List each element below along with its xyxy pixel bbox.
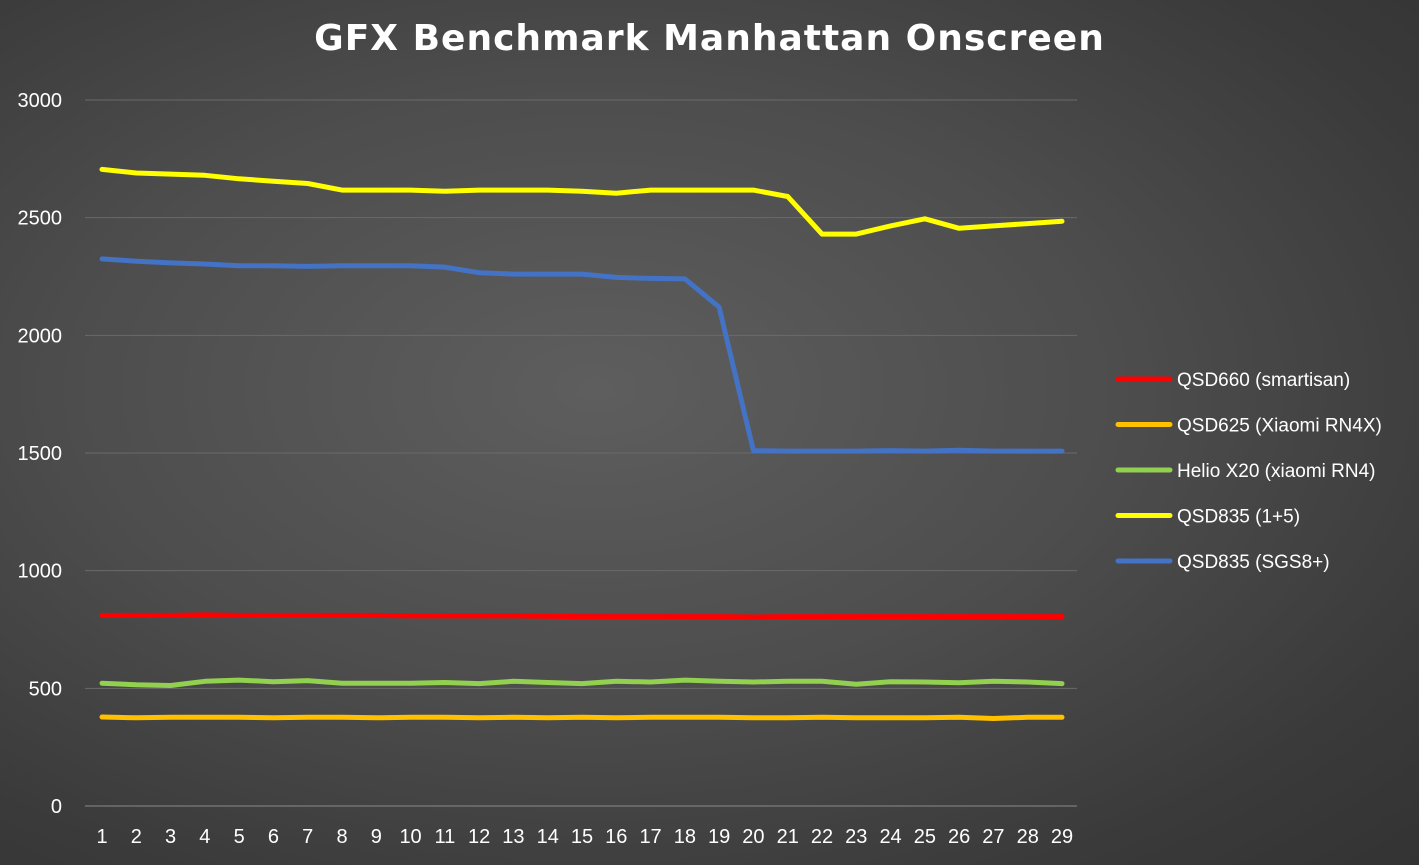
series-line [99,256,1065,454]
series-line [99,612,1065,620]
x-tick-label: 18 [674,826,696,848]
legend-label: QSD625 (Xiaomi RN4X) [1177,416,1382,437]
y-tick-label: 3000 [18,90,63,112]
y-tick-label: 2000 [18,325,63,347]
y-tick-label: 500 [29,678,62,700]
series-line [99,714,1065,721]
legend-label: Helio X20 (xiaomi RN4) [1177,461,1376,482]
x-axis-tick-labels: 1 2 3 4 5 6 7 8 9 10 11 12 13 14 15 16 17 18 19 20 21 22 23 24 2… [96,826,1073,848]
x-tick-label: 10 [399,826,421,848]
x-tick-label: 20 [742,826,764,848]
legend-label: QSD660 (smartisan) [1177,370,1350,391]
x-tick-label: 23 [845,826,867,848]
x-tick-label: 25 [914,826,936,848]
y-tick-label: 1500 [18,443,63,465]
x-tick-label: 22 [811,826,833,848]
x-tick-label: 29 [1051,826,1073,848]
x-tick-label: 3 [165,826,176,848]
y-tick-label: 1000 [18,561,63,583]
x-tick-label: 26 [948,826,970,848]
x-tick-label: 1 [96,826,107,848]
x-tick-label: 24 [879,826,901,848]
x-tick-label: 14 [537,826,559,848]
x-tick-label: 11 [434,826,455,848]
x-tick-label: 17 [639,826,661,848]
x-tick-label: 19 [708,826,730,848]
x-tick-label: 12 [468,826,490,848]
x-tick-label: 2 [131,826,142,848]
y-tick-label: 0 [51,796,62,818]
series-line [99,677,1065,688]
x-tick-label: 27 [982,826,1004,848]
y-tick-label: 2500 [18,208,63,230]
series-lines [99,166,1065,721]
series-line [99,166,1065,237]
x-tick-label: 6 [268,826,279,848]
x-tick-label: 13 [502,826,524,848]
y-axis-tick-labels: 0 500 1000 1500 2000 2500 3000 [18,90,63,818]
legend: QSD660 (smartisan) QSD625 (Xiaomi RN4X) He… [1115,370,1382,573]
x-tick-label: 28 [1017,826,1039,848]
x-tick-label: 5 [234,826,245,848]
legend-label: QSD835 (1+5) [1177,507,1300,528]
x-tick-label: 15 [571,826,593,848]
x-tick-label: 21 [777,826,799,848]
x-tick-label: 9 [371,826,382,848]
chart-title: GFX Benchmark Manhattan Onscreen [314,18,1105,59]
x-tick-label: 7 [302,826,313,848]
x-tick-label: 16 [605,826,627,848]
x-tick-label: 4 [199,826,210,848]
x-tick-label: 8 [336,826,347,848]
gridlines [85,99,1077,807]
legend-label: QSD835 (SGS8+) [1177,552,1330,573]
